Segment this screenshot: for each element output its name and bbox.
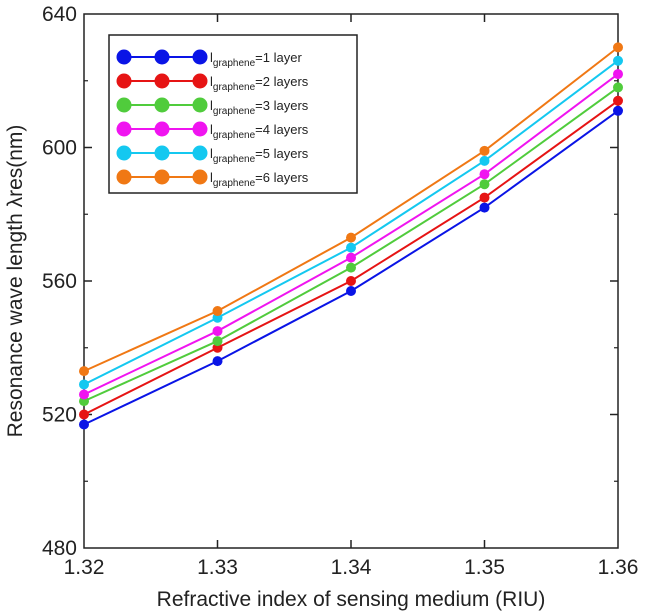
legend-marker: [154, 145, 170, 161]
legend-label: lgraphene=3 layers: [210, 98, 309, 117]
x-axis-title: Refractive index of sensing medium (RIU): [157, 588, 546, 611]
data-point: [613, 69, 623, 80]
x-tick-label: 1.33: [197, 556, 238, 579]
data-point: [613, 42, 623, 53]
data-point: [613, 82, 623, 93]
legend-marker: [154, 49, 170, 65]
data-point: [79, 379, 89, 390]
legend-marker: [154, 97, 170, 113]
data-point: [479, 192, 490, 203]
y-tick-label: 480: [42, 537, 77, 560]
legend: lgraphene=1 layer lgraphene=2 layers lgrap…: [108, 34, 358, 194]
data-point: [346, 276, 356, 286]
data-point: [212, 306, 223, 317]
data-point: [613, 55, 623, 66]
legend-entry-3: lgraphene=3 layers: [116, 97, 309, 117]
data-point: [346, 242, 356, 253]
data-point: [613, 95, 623, 106]
data-point: [479, 155, 490, 166]
legend-label: lgraphene=6 layers: [210, 170, 309, 189]
legend-marker: [192, 73, 208, 89]
data-point: [479, 202, 490, 213]
y-tick-label: 560: [42, 270, 77, 293]
legend-marker: [154, 121, 170, 137]
data-point: [346, 252, 356, 263]
legend-entry-6: lgraphene=6 layers: [116, 169, 309, 189]
legend-marker: [192, 121, 208, 137]
legend-entry-4: lgraphene=4 layers: [116, 121, 309, 141]
legend-marker: [154, 169, 170, 185]
legend-marker: [192, 169, 208, 185]
data-point: [212, 356, 223, 367]
legend-label: lgraphene=5 layers: [210, 146, 309, 165]
data-point: [613, 105, 623, 116]
legend-marker: [116, 121, 132, 137]
data-point: [212, 326, 223, 337]
legend-marker: [116, 49, 132, 65]
y-tick-label: 640: [42, 3, 77, 26]
legend-marker: [116, 145, 132, 161]
legend-entry-1: lgraphene=1 layer: [116, 49, 302, 69]
x-tick-label: 1.32: [64, 556, 105, 579]
data-point: [79, 409, 89, 420]
x-tick-label: 1.36: [598, 556, 639, 579]
legend-marker: [116, 73, 132, 89]
legend-marker: [192, 49, 208, 65]
data-point: [346, 232, 356, 243]
y-tick-label: 520: [42, 404, 77, 427]
data-point: [479, 179, 490, 190]
data-point: [346, 286, 356, 297]
data-point: [479, 145, 490, 156]
legend-entry-2: lgraphene=2 layers: [116, 73, 309, 93]
legend-box: [108, 34, 358, 194]
y-axis-title: Resonance wave length λres(nm): [4, 125, 27, 438]
data-point: [479, 169, 490, 180]
legend-marker: [116, 97, 132, 113]
legend-entry-5: lgraphene=5 layers: [116, 145, 309, 165]
axis-ticks: 1.32 1.33 1.34 1.35 1.36 480 520 560 600 640: [42, 3, 638, 579]
x-tick-label: 1.34: [331, 556, 372, 579]
data-point: [346, 262, 356, 273]
data-point: [79, 419, 89, 430]
data-point: [79, 366, 89, 377]
data-point: [212, 336, 223, 347]
legend-label: lgraphene=2 layers: [210, 74, 309, 93]
x-tick-label: 1.35: [464, 556, 505, 579]
y-tick-label: 600: [42, 137, 77, 160]
series-layer: [79, 42, 623, 430]
legend-label: lgraphene=1 layer: [210, 50, 302, 69]
legend-marker: [192, 145, 208, 161]
legend-marker: [154, 73, 170, 89]
legend-label: lgraphene=4 layers: [210, 122, 309, 141]
legend-marker: [116, 169, 132, 185]
legend-marker: [192, 97, 208, 113]
data-point: [79, 389, 89, 400]
